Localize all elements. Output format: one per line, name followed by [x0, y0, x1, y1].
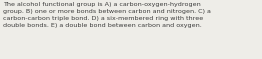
Text: The alcohol functional group is A) a carbon-oxygen-hydrogen
group. B) one or mor: The alcohol functional group is A) a car…	[3, 2, 210, 28]
